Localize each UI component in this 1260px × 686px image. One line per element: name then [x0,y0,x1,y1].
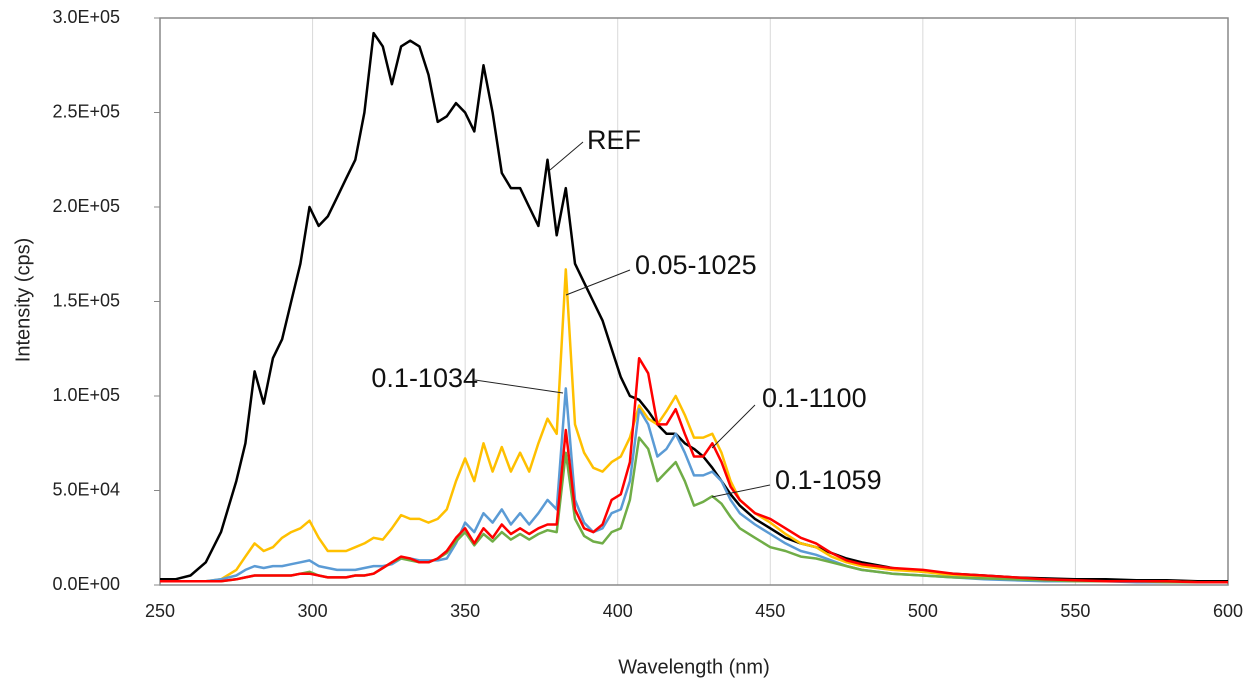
x-tick-label: 450 [755,601,785,621]
series-line [160,387,1228,584]
y-tick-label: 2.0E+05 [52,196,120,216]
y-tick-label: 3.0E+05 [52,7,120,27]
y-tick-label: 0.0E+00 [52,574,120,594]
x-tick-label: 500 [908,601,938,621]
y-tick-label: 2.5E+05 [52,101,120,121]
x-tick-label: 400 [603,601,633,621]
series-label: 0.05-1025 [635,250,757,280]
x-tick-label: 350 [450,601,480,621]
leader-line [549,141,584,171]
x-tick-label: 250 [145,601,175,621]
x-axis-title: Wavelength (nm) [618,656,770,678]
x-tick-label: 300 [298,601,328,621]
series-line [160,268,1228,584]
series-label: 0.1-1034 [371,363,478,393]
x-tick-label: 550 [1060,601,1090,621]
series-label: REF [587,125,641,155]
plot-frame [159,17,1229,586]
leader-line [565,269,631,296]
y-tick-label: 1.5E+05 [52,290,120,310]
leader-line [711,484,771,498]
series-line [160,436,1228,584]
y-tick-label: 1.0E+05 [52,385,120,405]
leader-line [474,379,564,394]
y-axis-title: Intensity (cps) [12,238,34,362]
x-tick-label: 600 [1213,601,1243,621]
y-tick-label: 5.0E+04 [52,479,120,499]
series-label: 0.1-1100 [762,383,867,413]
leader-line [711,404,756,449]
series-label: 0.1-1059 [775,465,882,495]
series-line [160,31,1228,583]
series-line [160,356,1228,584]
